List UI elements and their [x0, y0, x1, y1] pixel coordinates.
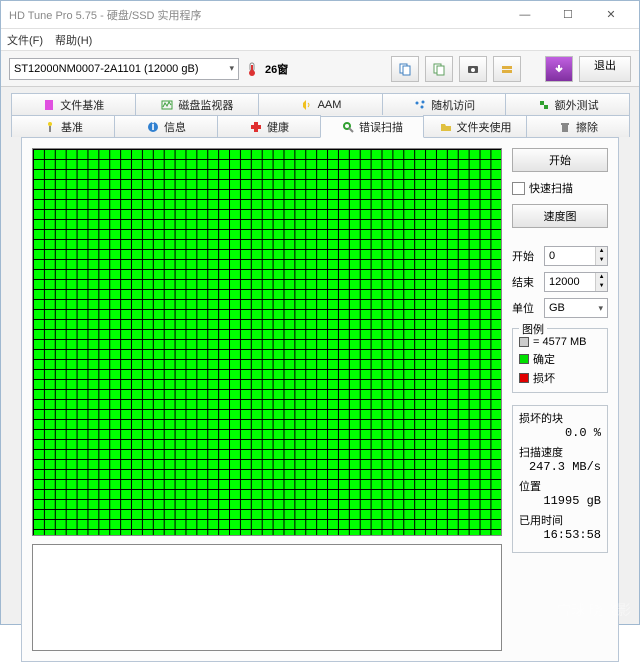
tab-file-benchmark[interactable]: 文件基准: [11, 93, 136, 115]
svg-text:i: i: [151, 121, 154, 133]
end-input[interactable]: [545, 276, 595, 288]
exit-button[interactable]: 退出: [579, 56, 631, 82]
menubar: 文件(F) 帮助(H): [1, 29, 639, 51]
legend-ok-label: 确定: [533, 351, 555, 367]
window-title: HD Tune Pro 5.75 - 硬盘/SSD 实用程序: [9, 7, 505, 23]
menu-help[interactable]: 帮助(H): [55, 32, 92, 48]
unit-field-label: 单位: [512, 300, 540, 316]
legend-ok-icon: [519, 354, 529, 364]
unit-select-value: GB: [549, 302, 565, 314]
tab-random-access[interactable]: 随机访问: [382, 93, 507, 115]
save-button[interactable]: [545, 56, 573, 82]
log-output: [32, 544, 502, 651]
quick-scan-checkbox[interactable]: [512, 182, 525, 195]
menu-file[interactable]: 文件(F): [7, 32, 43, 48]
stat-pos-value: 11995 gB: [543, 494, 601, 508]
chevron-down-icon: ▾: [598, 303, 603, 314]
titlebar: HD Tune Pro 5.75 - 硬盘/SSD 实用程序 — ☐ ✕: [1, 1, 639, 29]
tab-disk-monitor[interactable]: 磁盘监视器: [135, 93, 260, 115]
tab-area: 文件基准 磁盘监视器 AAM 随机访问 额外测试 基准 i信息 健康 错误扫描 …: [1, 87, 639, 662]
tab-health[interactable]: 健康: [217, 115, 321, 137]
stat-elapsed-value: 16:53:58: [543, 528, 601, 542]
unit-field-row: 单位 GB ▾: [512, 298, 608, 318]
window-controls: — ☐ ✕: [505, 4, 631, 26]
copy-text-button[interactable]: [391, 56, 419, 82]
drive-select-value: ST12000NM0007-2A1101 (12000 gB): [14, 63, 198, 75]
grid-column: [32, 148, 502, 651]
stat-elapsed-label: 已用时间: [519, 512, 601, 528]
error-scan-panel: 开始 快速扫描 速度图 开始 ▲▼ 结束: [21, 137, 619, 662]
drive-select[interactable]: ST12000NM0007-2A1101 (12000 gB) ▾: [9, 58, 239, 80]
spin-down-icon[interactable]: ▼: [596, 282, 607, 291]
start-field-row: 开始 ▲▼: [512, 246, 608, 266]
spin-up-icon[interactable]: ▲: [596, 273, 607, 282]
copy-screenshot-button[interactable]: [425, 56, 453, 82]
legend-title: 图例: [519, 321, 547, 337]
tab-info[interactable]: i信息: [114, 115, 218, 137]
start-spinner[interactable]: ▲▼: [544, 246, 608, 266]
hd-tune-window: HD Tune Pro 5.75 - 硬盘/SSD 实用程序 — ☐ ✕ 文件(…: [0, 0, 640, 625]
temperature-value: 26窗: [265, 61, 288, 77]
tab-aam[interactable]: AAM: [258, 93, 383, 115]
legend-group: 图例 = 4577 MB 确定 损坏: [512, 328, 608, 393]
tabrow-1: 文件基准 磁盘监视器 AAM 随机访问 额外测试: [11, 93, 629, 115]
stats-group: 损坏的块0.0 % 扫描速度247.3 MB/s 位置11995 gB 已用时间…: [512, 405, 608, 553]
chevron-down-icon: ▾: [229, 63, 234, 74]
start-field-label: 开始: [512, 248, 540, 264]
block-grid: [32, 148, 502, 536]
end-field-row: 结束 ▲▼: [512, 272, 608, 292]
end-field-label: 结束: [512, 274, 540, 290]
quick-scan-row[interactable]: 快速扫描: [512, 180, 608, 196]
unit-select[interactable]: GB ▾: [544, 298, 608, 318]
spin-up-icon[interactable]: ▲: [596, 247, 607, 256]
side-controls: 开始 快速扫描 速度图 开始 ▲▼ 结束: [512, 148, 608, 651]
start-button[interactable]: 开始: [512, 148, 608, 172]
stat-speed-value: 247.3 MB/s: [529, 460, 601, 474]
start-input[interactable]: [545, 250, 595, 262]
thermometer-icon: [245, 62, 259, 76]
spin-down-icon[interactable]: ▼: [596, 256, 607, 265]
legend-dmg-icon: [519, 373, 529, 383]
legend-dmg-label: 损坏: [533, 370, 555, 386]
tab-folder-usage[interactable]: 文件夹使用: [423, 115, 527, 137]
end-spinner[interactable]: ▲▼: [544, 272, 608, 292]
stat-damaged-value: 0.0 %: [565, 426, 601, 440]
maximize-button[interactable]: ☐: [548, 4, 588, 26]
toolbar: ST12000NM0007-2A1101 (12000 gB) ▾ 26窗 退出: [1, 51, 639, 87]
tab-error-scan[interactable]: 错误扫描: [320, 116, 424, 138]
stat-pos-label: 位置: [519, 478, 601, 494]
tab-extra-tests[interactable]: 额外测试: [505, 93, 630, 115]
close-button[interactable]: ✕: [591, 4, 631, 26]
legend-block-icon: [519, 337, 529, 347]
stat-speed-label: 扫描速度: [519, 444, 601, 460]
save-screenshot-button[interactable]: [459, 56, 487, 82]
minimize-button[interactable]: —: [505, 4, 545, 26]
legend-block-size: = 4577 MB: [533, 336, 587, 348]
tab-erase[interactable]: 擦除: [526, 115, 630, 137]
block-grid-cells: [33, 149, 501, 535]
quick-scan-label: 快速扫描: [529, 180, 573, 196]
options-button[interactable]: [493, 56, 521, 82]
speed-map-button[interactable]: 速度图: [512, 204, 608, 228]
tabrow-2: 基准 i信息 健康 错误扫描 文件夹使用 擦除: [11, 115, 629, 137]
tab-benchmark[interactable]: 基准: [11, 115, 115, 137]
stat-damaged-label: 损坏的块: [519, 410, 601, 426]
